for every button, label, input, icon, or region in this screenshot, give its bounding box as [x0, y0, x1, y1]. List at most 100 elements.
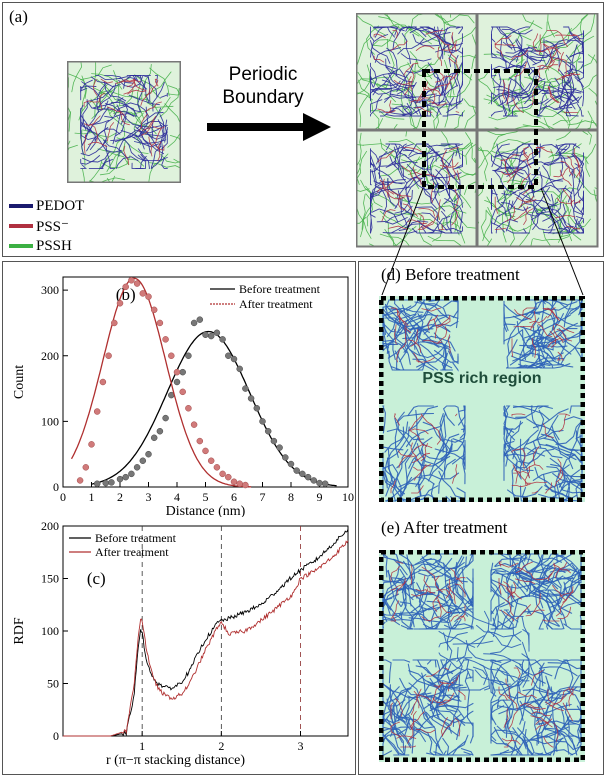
chart-c-legend-label-1: After treatment [95, 545, 169, 559]
chart-b-legend-label-0: Before treatment [239, 282, 321, 296]
chart-b-point-0 [287, 460, 295, 468]
chart-b-point-0 [93, 480, 101, 487]
chart-b-point-1 [93, 408, 101, 415]
chart-b-point-1 [99, 378, 107, 386]
legend-swatch-pssh [9, 244, 33, 248]
region-background [379, 296, 585, 502]
chart-b-point-1 [179, 388, 186, 396]
chart-b-point-0 [225, 352, 232, 359]
chart-b-point-0 [102, 479, 109, 487]
chart-c-ytick-label: 50 [47, 677, 59, 691]
panel-a: (a) Periodic Boundary PEDOT PSS⁻ PSSH [2, 2, 604, 257]
chart-b-fit-line-1 [70, 277, 252, 488]
chart-b-point-0 [219, 336, 226, 343]
zoom-box-outline [379, 296, 585, 502]
polymer-strands [83, 78, 165, 166]
chart-b-point-0 [304, 473, 312, 481]
periodic-cell-outline [422, 69, 538, 189]
polymer-strands [382, 553, 474, 630]
polymer-strands [382, 659, 474, 756]
chart-c-panel-label: (c) [87, 569, 106, 588]
legend-swatch-pedot [9, 204, 33, 208]
chart-b-xtick-label: 7 [260, 490, 266, 504]
chart-b-point-0 [207, 332, 215, 340]
chart-b-point-0 [116, 475, 124, 483]
polymer-strands [494, 30, 581, 113]
polymer-strands [356, 129, 478, 248]
polymer-strands [438, 609, 530, 691]
chart-b-point-1 [196, 437, 204, 445]
periodic-tiled-boxes [356, 13, 599, 248]
chart-c-xtick-label: 3 [298, 739, 304, 753]
chart-b-point-0 [230, 355, 238, 363]
panel-bc: 0 1 2 3 4 5 6 7 8 9 10 0 100 200 300 Distance (nm) Count… [2, 261, 356, 775]
polymer-strands [80, 75, 168, 169]
chart-c-ytick-label: 200 [41, 519, 59, 533]
chart-b-point-0 [310, 477, 318, 484]
chart-b-xtick-label: 2 [117, 490, 123, 504]
chart-b-point-0 [213, 329, 221, 337]
chart-b-xtick-label: 4 [174, 490, 180, 504]
chart-b-xtick-label: 1 [89, 490, 95, 504]
pss-rich-region-label: PSS rich region [422, 370, 542, 387]
single-simulation-box [67, 61, 181, 183]
chart-b-point-1 [128, 277, 135, 284]
chart-b-point-0 [316, 479, 323, 487]
chart-b-legend-label-1: After treatment [239, 297, 313, 311]
chart-b-xlabel: Distance (nm) [166, 504, 246, 517]
chart-b-point-1 [116, 300, 124, 307]
chart-b-point-0 [173, 378, 181, 386]
chart-b-point-0 [259, 418, 266, 425]
chart-b-point-1 [88, 441, 95, 448]
chart-c-ytick-label: 0 [53, 729, 59, 743]
polymer-strands [376, 147, 460, 230]
chart-b-point-0 [276, 444, 283, 451]
chart-b-xtick-label: 6 [231, 490, 237, 504]
chart-c-rdf: 1 2 3 0 50 100 150 200 r (π−π stacking distance)… [12, 519, 349, 768]
chart-c-ylabel: RDF [12, 617, 27, 644]
polymer-strands [390, 561, 466, 622]
chart-b-point-0 [179, 368, 186, 376]
chart-b-point-1 [230, 478, 238, 485]
legend-entry-pssh: PSSH [9, 236, 84, 256]
chart-c-xtick-label: 2 [218, 739, 224, 753]
chart-b-point-0 [236, 365, 243, 373]
legend-swatch-pss [9, 224, 33, 228]
chart-c-xlabel: r (π−π stacking distance) [106, 753, 245, 768]
panel-a-label: (a) [9, 7, 28, 26]
chart-b-ytick-label: 0 [53, 480, 59, 494]
chart-b-ylabel: Count [12, 365, 27, 399]
chart-c-xtick-label: 1 [139, 739, 145, 753]
chart-b-ytick-label: 200 [41, 349, 59, 363]
periodic-boundary-text: Periodic Boundary [222, 64, 304, 108]
chart-b-point-0 [150, 434, 158, 442]
chart-b-point-0 [156, 427, 164, 435]
chart-b-point-1 [219, 470, 226, 478]
polymer-strands [494, 147, 581, 230]
chart-b-point-1 [162, 336, 169, 343]
chart-b-point-1 [207, 457, 215, 464]
chart-b-point-0 [162, 414, 169, 422]
chart-c-series-line-1 [63, 540, 349, 737]
chart-b-point-0 [139, 457, 147, 464]
chart-b-point-1 [190, 421, 198, 428]
chart-b-point-1 [225, 473, 232, 481]
chart-b-point-1 [156, 319, 164, 327]
chart-b-xtick-label: 10 [342, 490, 354, 504]
chart-b-panel-label: (b) [116, 285, 136, 304]
chart-b-point-0 [108, 479, 115, 486]
panel-d-label: (d) Before treatment [381, 265, 520, 284]
chart-b-point-1 [145, 293, 152, 300]
chart-b-point-1 [105, 352, 112, 359]
chart-b-fit-line-0 [91, 330, 337, 487]
chart-b-ytick-label: 100 [41, 414, 59, 428]
chart-b-point-0 [282, 454, 289, 461]
legend: PEDOT PSS⁻ PSSH [9, 196, 84, 256]
polymer-strands [390, 413, 458, 494]
chart-b-point-0 [185, 352, 192, 359]
right-arrow-icon [207, 113, 331, 141]
polymer-strands [511, 413, 570, 494]
chart-c-series-line-0 [63, 529, 349, 737]
polymer-strands [503, 405, 583, 502]
